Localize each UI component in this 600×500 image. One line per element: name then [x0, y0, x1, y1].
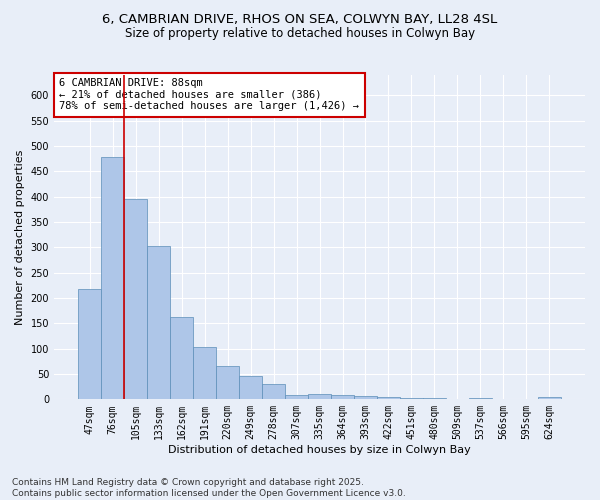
Text: Contains HM Land Registry data © Crown copyright and database right 2025.
Contai: Contains HM Land Registry data © Crown c…	[12, 478, 406, 498]
Bar	[239, 376, 262, 400]
Bar	[193, 346, 216, 400]
Bar	[538, 398, 561, 400]
Bar	[377, 397, 400, 400]
Bar	[170, 316, 193, 400]
Bar	[308, 394, 331, 400]
Bar	[331, 395, 354, 400]
Bar	[423, 398, 446, 400]
Bar	[285, 395, 308, 400]
Bar	[124, 199, 147, 400]
Bar	[216, 366, 239, 400]
Text: 6, CAMBRIAN DRIVE, RHOS ON SEA, COLWYN BAY, LL28 4SL: 6, CAMBRIAN DRIVE, RHOS ON SEA, COLWYN B…	[103, 12, 497, 26]
Bar	[400, 398, 423, 400]
X-axis label: Distribution of detached houses by size in Colwyn Bay: Distribution of detached houses by size …	[168, 445, 471, 455]
Y-axis label: Number of detached properties: Number of detached properties	[15, 150, 25, 325]
Text: Size of property relative to detached houses in Colwyn Bay: Size of property relative to detached ho…	[125, 28, 475, 40]
Bar	[78, 289, 101, 400]
Bar	[354, 396, 377, 400]
Text: 6 CAMBRIAN DRIVE: 88sqm
← 21% of detached houses are smaller (386)
78% of semi-d: 6 CAMBRIAN DRIVE: 88sqm ← 21% of detache…	[59, 78, 359, 112]
Bar	[262, 384, 285, 400]
Bar	[147, 246, 170, 400]
Bar	[101, 157, 124, 400]
Bar	[469, 398, 492, 400]
